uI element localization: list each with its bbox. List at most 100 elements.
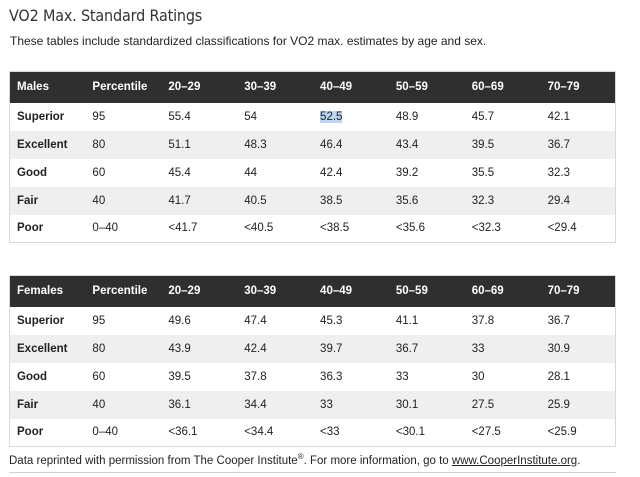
table-cell: <33	[320, 426, 340, 439]
table-cell: 32.3	[471, 194, 495, 207]
row-label: Superior	[17, 314, 65, 327]
table-cell: 28.1	[547, 370, 570, 383]
table-cell: 80	[92, 138, 106, 151]
table-row: Fair 40 41.7 40.5 38.5 35.6 32.3 29.4	[9, 186, 616, 215]
table-cell: 41.1	[395, 314, 419, 327]
table-cell: 44	[244, 166, 257, 179]
table-row: Good 60 45.4 44 42.4 39.2 35.5 32.3	[10, 159, 616, 187]
table-cell: 40	[92, 398, 106, 411]
table-cell: 36.1	[168, 398, 191, 411]
table-cell: 0–40	[92, 222, 119, 235]
column-header: 40–49	[320, 285, 353, 298]
cooper-institute-link[interactable]: www.CooperInstitute.org	[451, 454, 578, 467]
column-header: 70–79	[547, 81, 580, 94]
table-cell: 45.3	[320, 314, 343, 327]
selected-text[interactable]: 52.5	[320, 110, 343, 123]
table-cell: <36.1	[168, 426, 198, 439]
table-cell: 33	[471, 342, 485, 355]
table-cell: 46.4	[320, 138, 343, 151]
table-cell: 36.3	[320, 370, 343, 383]
table-cell: 37.8	[244, 370, 267, 383]
table-cell: 40	[92, 194, 106, 207]
column-header: 50–59	[395, 81, 428, 94]
table-cell: 95	[92, 314, 106, 327]
table-cell: 36.7	[547, 138, 570, 151]
source-footnote: Data reprinted with permission from The …	[9, 452, 580, 467]
table-cell: 39.5	[471, 138, 495, 151]
table-cell: 33	[320, 398, 333, 411]
column-header: 60–69	[471, 81, 504, 94]
table-cell: 80	[92, 342, 106, 355]
table-cell: 0–40	[92, 426, 119, 439]
table-cell: 35.5	[471, 166, 495, 179]
column-header: 50–59	[395, 285, 428, 298]
table-cell: 30	[471, 370, 485, 383]
table-cell: 95	[92, 110, 106, 123]
footnote-suffix: .	[577, 454, 581, 467]
table-cell: 40.5	[244, 194, 267, 207]
table-cell: 60	[92, 370, 106, 383]
table-cell: 30.1	[395, 398, 419, 411]
footnote-middle: . For more information, go to	[303, 454, 452, 467]
column-header: Males	[17, 81, 49, 94]
table-row: Excellent 80 43.9 42.4 39.7 36.7 33 30.9	[9, 334, 616, 363]
footnote-prefix: Data reprinted with permission from The …	[9, 454, 298, 467]
table-cell: <27.5	[471, 426, 501, 439]
table-cell: <41.7	[168, 222, 198, 235]
table-cell: 45.4	[168, 166, 191, 179]
table-cell: 45.7	[471, 110, 495, 123]
table-cell: 41.7	[168, 194, 191, 207]
table-cell: 25.9	[547, 398, 570, 411]
table-cell: 30.9	[547, 342, 570, 355]
row-label: Excellent	[17, 138, 68, 151]
males-table: Males Percentile 20–29 30–39 40–49 50–59…	[9, 71, 616, 243]
table-cell: 52.5	[313, 103, 389, 131]
table-cell: 48.9	[395, 110, 419, 123]
table-cell: 54	[244, 110, 257, 123]
table-cell: 38.5	[320, 194, 343, 207]
row-label: Fair	[17, 398, 39, 411]
table-cell: <35.6	[395, 222, 425, 235]
table-cell: 32.3	[547, 166, 570, 179]
females-table: Females Percentile 20–29 30–39 40–49 50–…	[9, 275, 616, 447]
table-cell: <34.4	[244, 426, 274, 439]
table-row: Superior 95 55.4 54 52.5 48.9 45.7 42.1	[10, 103, 616, 131]
table-cell: <32.3	[471, 222, 501, 235]
row-label: Excellent	[17, 342, 68, 355]
table-cell: 49.6	[168, 314, 191, 327]
table-cell: 47.4	[244, 314, 267, 327]
column-header: Percentile	[92, 285, 148, 298]
column-header: 20–29	[168, 81, 201, 94]
table-cell: 37.8	[471, 314, 495, 327]
table-cell: 39.5	[168, 370, 191, 383]
table-row: Good 60 39.5 37.8 36.3 33 30 28.1	[10, 363, 616, 391]
table-cell: 43.9	[168, 342, 191, 355]
table-cell: 27.5	[471, 398, 495, 411]
column-header: 40–49	[320, 81, 353, 94]
table-cell: 48.3	[244, 138, 267, 151]
row-label: Superior	[17, 110, 65, 123]
column-header: 30–39	[244, 81, 277, 94]
table-cell: 51.1	[168, 138, 191, 151]
table-cell: 33	[395, 370, 409, 383]
table-cell: 60	[92, 166, 106, 179]
column-header: 60–69	[471, 285, 504, 298]
column-header: 70–79	[547, 285, 580, 298]
column-header: Females	[17, 285, 64, 298]
table-row: Fair 40 36.1 34.4 33 30.1 27.5 25.9	[9, 390, 616, 419]
table-cell: 35.6	[395, 194, 419, 207]
table-cell: 39.2	[395, 166, 419, 179]
table-header-row: Females Percentile 20–29 30–39 40–49 50–…	[9, 275, 616, 307]
table-cell: <29.4	[547, 222, 577, 235]
table-cell: 42.1	[547, 110, 570, 123]
table-cell: 42.4	[244, 342, 267, 355]
page-title: VO2 Max. Standard Ratings	[9, 6, 203, 25]
table-cell: 36.7	[547, 314, 570, 327]
registered-mark: ®	[297, 452, 304, 461]
table-cell: <30.1	[395, 426, 425, 439]
row-label: Fair	[17, 194, 39, 207]
column-header: 30–39	[244, 285, 277, 298]
table-row: Poor 0–40 <41.7 <40.5 <38.5 <35.6 <32.3 …	[10, 215, 616, 243]
row-label: Good	[17, 370, 48, 383]
table-cell: 43.4	[395, 138, 419, 151]
